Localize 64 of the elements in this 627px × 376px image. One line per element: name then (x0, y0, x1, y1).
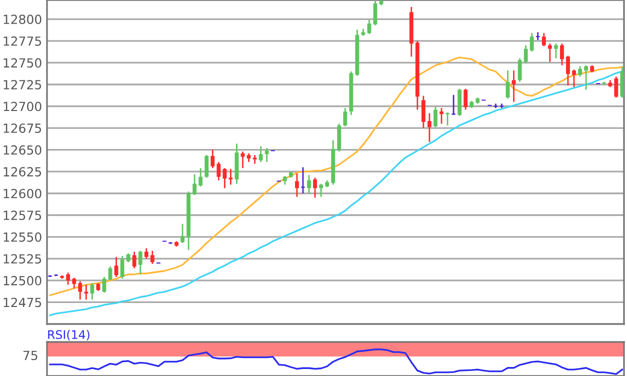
candlestick (566, 55, 570, 86)
candlestick (120, 255, 124, 280)
candlestick (294, 172, 299, 198)
candlestick (192, 174, 197, 196)
y-tick-label: 12750 (4, 58, 42, 68)
candlestick (102, 276, 106, 294)
candlestick (518, 58, 522, 83)
candlestick (542, 32, 546, 47)
candlestick (584, 64, 588, 90)
y-tick-label: 12475 (4, 298, 42, 308)
candlestick (560, 42, 564, 66)
candlestick (446, 112, 450, 126)
candlestick (216, 161, 221, 181)
candlestick (307, 174, 311, 194)
candlestick (138, 250, 142, 276)
candlestick (614, 76, 618, 98)
candlestick (90, 282, 94, 300)
y-tick-label: 12625 (4, 167, 42, 177)
candlestick (72, 277, 76, 289)
y-tick-label: 12575 (4, 210, 42, 220)
y-tick-label: 12550 (4, 232, 42, 242)
candlestick (264, 147, 269, 163)
candlestick (530, 32, 534, 52)
candlestick (434, 106, 438, 128)
y-tick-label: 12525 (4, 254, 42, 264)
candlestick (319, 183, 323, 198)
candlestick (373, 0, 378, 26)
candlestick (578, 66, 582, 78)
y-tick-label: 12675 (4, 124, 42, 133)
y-tick-label: 12700 (4, 102, 42, 112)
band-label: 75 (23, 350, 38, 360)
candlestick (554, 42, 558, 60)
candlestick (313, 176, 317, 198)
candlestick (536, 32, 540, 41)
candlestick (524, 44, 528, 64)
candlestick (572, 68, 576, 88)
candlestick (66, 272, 70, 286)
y-tick-label: 12725 (4, 80, 42, 90)
candlestick (144, 248, 148, 260)
y-tick-label: 12600 (4, 188, 42, 198)
candlestick (180, 223, 184, 244)
candlestick (228, 168, 233, 186)
chart-title: RSI(14) (48, 330, 90, 340)
candlestick (150, 250, 154, 265)
candlestick (343, 107, 348, 127)
y-tick-label: 12775 (4, 36, 42, 46)
candlestick (428, 112, 432, 143)
candlestick (198, 167, 203, 188)
candlestick (222, 167, 227, 189)
candlestick (258, 146, 263, 163)
y-tick-label: 12800 (4, 14, 42, 24)
candlestick (210, 149, 215, 169)
candlestick (301, 166, 305, 194)
y-tick-label: 12650 (4, 145, 42, 155)
candlestick (78, 280, 82, 300)
candlestick (452, 94, 456, 116)
candlestick (512, 70, 516, 103)
candlestick (548, 42, 552, 63)
candlestick (421, 95, 426, 129)
candlestick (204, 154, 209, 178)
candlestick (132, 251, 136, 269)
candlestick (464, 88, 468, 110)
y-tick-label: 12500 (4, 276, 42, 286)
candlestick (440, 107, 444, 124)
